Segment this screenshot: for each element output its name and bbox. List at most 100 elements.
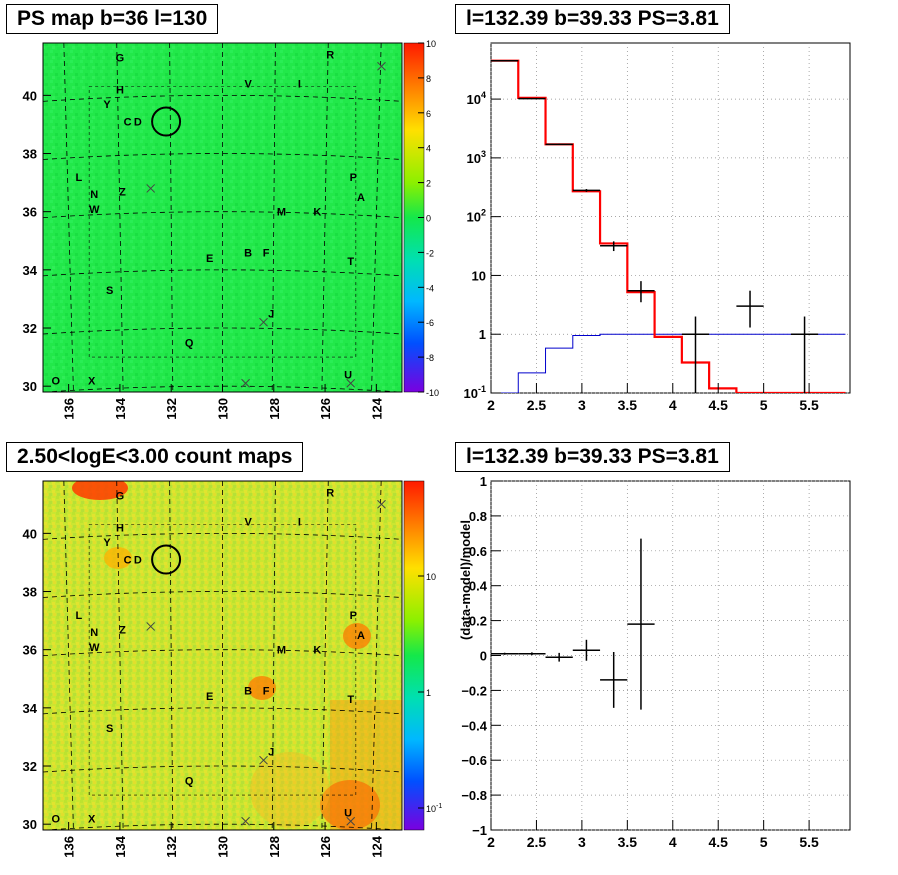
x-tick-label: 132: [164, 836, 179, 858]
longitude-gridline: [321, 481, 329, 830]
colorbar-tick-label: 0: [426, 214, 431, 224]
source-label: S: [106, 285, 113, 297]
source-cross: [241, 816, 250, 826]
count-map-title: 2.50<logE<3.00 count maps: [6, 442, 304, 472]
y-tick-label: 0: [480, 649, 487, 664]
colorbar-tick-label: 4: [426, 144, 431, 154]
y-tick-label: 36: [23, 643, 37, 658]
source-label: B: [244, 247, 252, 259]
y-tick-label: 103: [467, 149, 486, 166]
longitude-gridline: [371, 43, 382, 392]
y-tick-label: 36: [23, 205, 37, 220]
x-tick-label: 4: [669, 834, 677, 850]
source-cross: [346, 816, 356, 826]
source-label: I: [298, 79, 301, 91]
y-tick-label: 0.6: [469, 544, 487, 559]
y-tick-label: 32: [23, 759, 37, 774]
longitude-gridline: [271, 481, 276, 830]
latitude-gridline: [43, 385, 402, 392]
residual-axes: 2 2.5 3 3.5 4 4.5 5 5.5 −1 −0.8 −0.6 −0.4 −0.2 0 0.2 0.…: [461, 474, 819, 850]
y-tick-label: 30: [23, 379, 37, 394]
background-model-line: [491, 333, 846, 393]
source-label: W: [89, 642, 100, 654]
longitude-gridline: [169, 43, 174, 392]
source-label: B: [244, 685, 252, 697]
longitude-gridline: [63, 481, 74, 830]
colorbar-tick-label: 6: [426, 109, 431, 119]
latitude-gridline: [43, 153, 402, 160]
longitude-gridline: [371, 481, 382, 830]
source-cross: [346, 378, 356, 388]
x-tick-label: 3: [578, 397, 586, 413]
ps-map-grid: [43, 43, 402, 392]
source-label: P: [350, 172, 357, 184]
y-tick-label: 10-1: [464, 384, 486, 401]
count-map-hotspots: [72, 481, 402, 830]
source-label: W: [89, 204, 100, 216]
latitude-gridline: [43, 532, 402, 540]
spectrum-title: l=132.39 b=39.33 PS=3.81: [455, 4, 730, 34]
latitude-gridline: [43, 211, 402, 219]
source-label: X: [88, 375, 96, 387]
y-tick-label: 102: [467, 208, 486, 225]
colorbar-tick-label: -10: [426, 388, 439, 398]
spectrum-panel: 2 2.5 3 3.5 4 4.5 5 5.5 10-1 1 10 102 103 104: [464, 42, 851, 413]
colorbar-tick-label: 2: [426, 179, 431, 189]
source-cross: [241, 378, 250, 388]
source-cross: [377, 499, 386, 509]
colorbar-tick-label: 10: [426, 572, 436, 582]
y-tick-label: −0.2: [461, 683, 487, 698]
y-tick-label: 10: [472, 268, 486, 283]
source-label: P: [350, 610, 357, 622]
count-map-grid: [43, 481, 402, 830]
x-tick-label: 128: [267, 398, 282, 420]
source-label: R: [326, 50, 334, 62]
selected-source-circle: [151, 106, 182, 137]
latitude-gridline: [43, 649, 402, 657]
y-tick-label: −0.4: [461, 718, 487, 733]
x-tick-label: 130: [216, 398, 231, 420]
source-label: I: [298, 517, 301, 529]
spectrum-axes: 2 2.5 3 3.5 4 4.5 5 5.5 10-1 1 10 102 103 104: [464, 90, 820, 413]
x-tick-label: 134: [113, 397, 128, 419]
y-tick-label: 38: [23, 147, 37, 162]
colorbar-tick-label: 8: [426, 74, 431, 84]
x-tick-label: 4.5: [708, 397, 728, 413]
source-label: K: [313, 645, 321, 657]
source-label: R: [326, 488, 334, 500]
residual-panel: 2 2.5 3 3.5 4 4.5 5 5.5 −1 −0.8 −0.6 −0.4 −0.2 0 0.2 0.…: [458, 474, 851, 850]
roi-box: [88, 86, 357, 358]
ps-map-title: PS map b=36 l=130: [6, 4, 219, 34]
ps-map-colorbar-ticks: 10 8 6 4 2 0 -2 -4 -6 -8 -10: [418, 39, 439, 398]
latitude-gridline: [43, 765, 402, 773]
y-tick-label: 0.2: [469, 614, 487, 629]
y-tick-label: 0.4: [469, 579, 488, 594]
latitude-gridline: [43, 269, 402, 277]
colorbar-tick-label: -6: [426, 318, 434, 328]
longitude-gridline: [169, 481, 174, 830]
x-tick-label: 134: [113, 835, 128, 857]
source-label: Q: [185, 776, 194, 788]
source-label: H: [116, 85, 124, 97]
source-label: O: [52, 813, 61, 825]
x-tick-label: 128: [267, 836, 282, 858]
x-tick-label: 3.5: [618, 834, 638, 850]
source-cross: [146, 184, 156, 193]
y-tick-label: 32: [23, 321, 37, 336]
y-tick-label: 40: [23, 88, 37, 103]
residual-plot: [491, 538, 655, 710]
source-label: E: [206, 253, 213, 265]
source-label: M: [277, 645, 286, 657]
source-label: L: [76, 610, 83, 622]
latitude-gridline: [43, 823, 402, 830]
source-label: A: [357, 630, 365, 642]
x-tick-label: 5.5: [799, 834, 819, 850]
x-tick-label: 3.5: [618, 397, 638, 413]
residual-title: l=132.39 b=39.33 PS=3.81: [455, 442, 730, 472]
colorbar-tick-label: -2: [426, 248, 434, 258]
y-tick-label: 38: [23, 585, 37, 600]
count-map-y-axis: 30 32 34 36 38 40: [23, 526, 51, 832]
x-tick-label: 2.5: [527, 834, 547, 850]
